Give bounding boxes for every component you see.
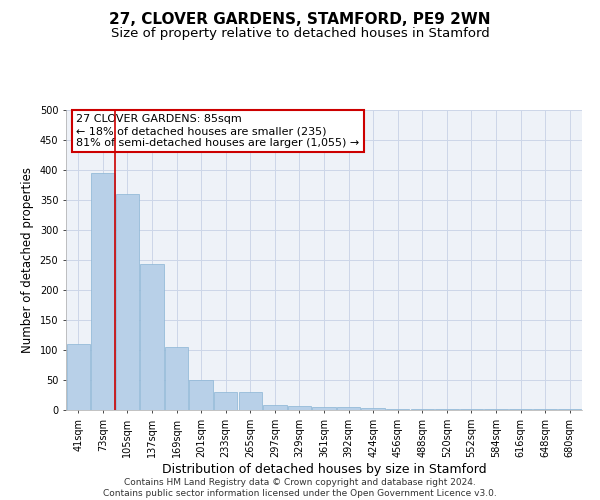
Text: Contains HM Land Registry data © Crown copyright and database right 2024.
Contai: Contains HM Land Registry data © Crown c… <box>103 478 497 498</box>
Text: Size of property relative to detached houses in Stamford: Size of property relative to detached ho… <box>110 28 490 40</box>
Bar <box>361 408 385 410</box>
Bar <box>214 392 238 410</box>
Bar <box>239 392 262 410</box>
Bar <box>190 380 213 410</box>
X-axis label: Distribution of detached houses by size in Stamford: Distribution of detached houses by size … <box>161 462 487 475</box>
Bar <box>435 409 458 410</box>
Bar <box>116 194 139 410</box>
Bar <box>263 405 287 410</box>
Bar <box>67 344 90 410</box>
Bar <box>91 173 115 410</box>
Bar <box>337 407 360 410</box>
Bar <box>165 347 188 410</box>
Bar <box>288 406 311 410</box>
Text: 27, CLOVER GARDENS, STAMFORD, PE9 2WN: 27, CLOVER GARDENS, STAMFORD, PE9 2WN <box>109 12 491 28</box>
Bar <box>558 409 581 410</box>
Bar <box>313 407 335 410</box>
Y-axis label: Number of detached properties: Number of detached properties <box>21 167 34 353</box>
Text: 27 CLOVER GARDENS: 85sqm
← 18% of detached houses are smaller (235)
81% of semi-: 27 CLOVER GARDENS: 85sqm ← 18% of detach… <box>76 114 359 148</box>
Bar <box>140 264 164 410</box>
Bar <box>386 409 409 410</box>
